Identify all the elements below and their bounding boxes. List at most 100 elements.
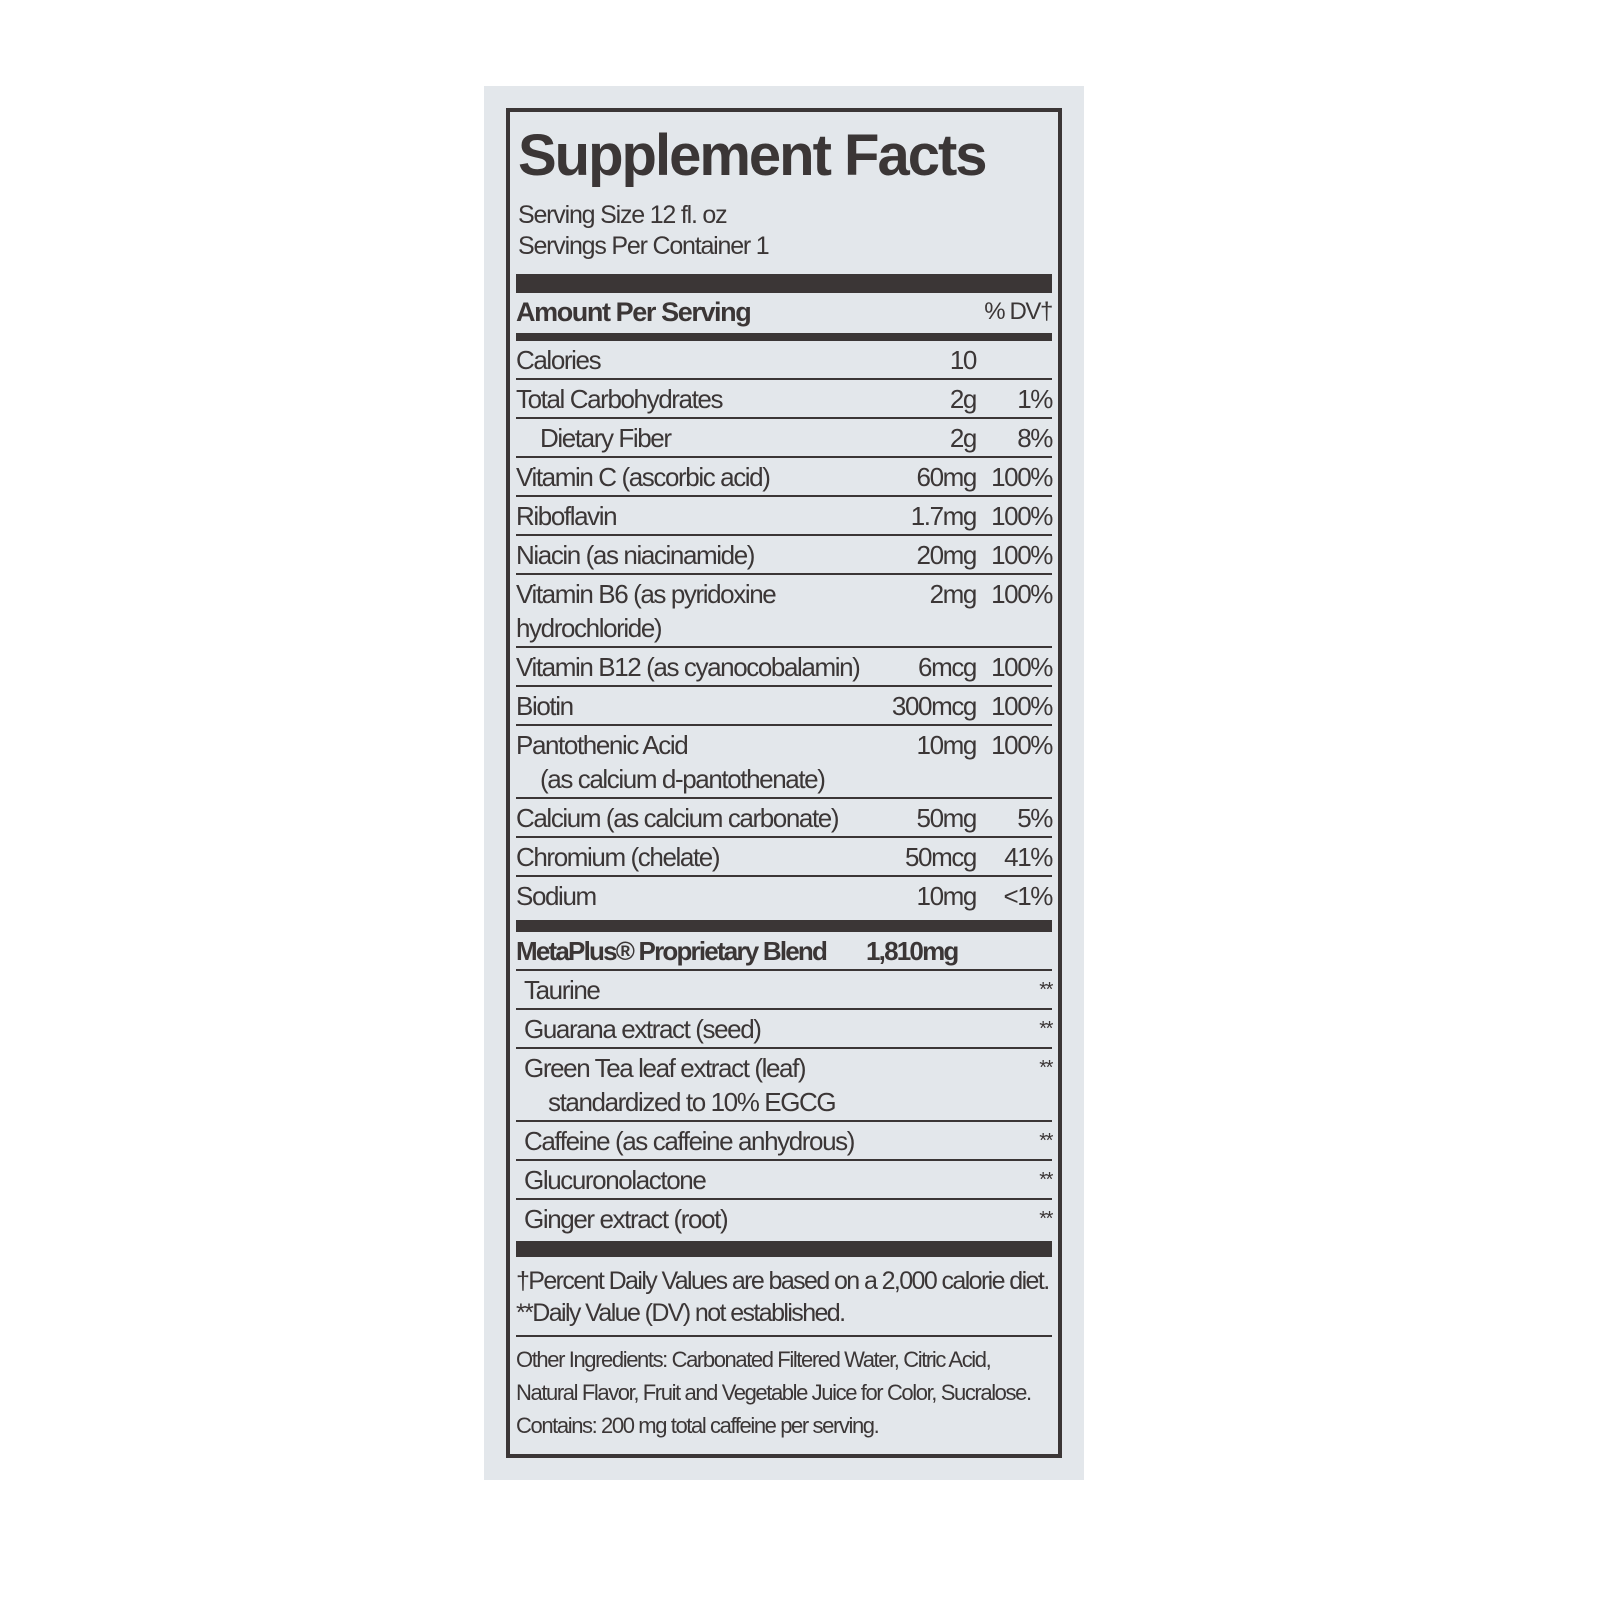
serving-size: Serving Size 12 fl. oz <box>518 201 728 229</box>
blend-item-name-text: Taurine <box>524 975 601 1005</box>
blend-item-name: Taurine <box>516 973 976 1007</box>
divider-thick <box>516 274 1052 293</box>
blend-item-name-text: Green Tea leaf extract (leaf) <box>524 1053 807 1083</box>
footnote-dv: †Percent Daily Values are based on a 2,0… <box>516 1267 1050 1295</box>
nutrient-amount: 20mg <box>916 540 978 570</box>
nutrient-name-text: Dietary Fiber <box>540 423 672 453</box>
other-ingredients-line: Natural Flavor, Fruit and Vegetable Juic… <box>516 1380 1032 1405</box>
nutrient-name: Vitamin B6 (as pyridoxine hydrochloride) <box>516 577 866 645</box>
nutrient-name: Riboflavin <box>516 499 866 533</box>
serving-info: Serving Size 12 fl. oz Servings Per Cont… <box>516 200 1052 262</box>
nutrient-row: Chromium (chelate) 50mcg 41% <box>516 838 1053 877</box>
nutrient-amount: 6mcg <box>918 652 977 682</box>
nutrient-row: Dietary Fiber 2g 8% <box>516 419 1053 458</box>
nutrient-amount: 50mcg <box>904 842 977 872</box>
nutrient-name-text: Calories <box>516 345 602 375</box>
nutrient-name: Calcium (as calcium carbonate) <box>516 801 866 835</box>
nutrient-amount: 10mg <box>916 881 978 911</box>
nutrient-row: Biotin 300mcg 100% <box>516 687 1053 726</box>
nutrient-row: Total Carbohydrates 2g 1% <box>516 380 1053 419</box>
blend-item-name: Green Tea leaf extract (leaf) standardize… <box>516 1051 976 1119</box>
nutrient-dv: 100% <box>991 501 1053 531</box>
blend-item-row: Caffeine (as caffeine anhydrous) ** <box>516 1122 1053 1161</box>
nutrient-dv: <1% <box>1003 881 1053 911</box>
nutrient-name: Pantothenic Acid (as calcium d-pantothena… <box>516 728 866 796</box>
blend-item-name: Ginger extract (root) <box>516 1202 976 1236</box>
nutrient-row: Riboflavin 1.7mg 100% <box>516 497 1053 536</box>
blend-item-dv: ** <box>1039 1169 1053 1191</box>
label-panel: Supplement Facts Serving Size 12 fl. oz … <box>484 86 1084 1480</box>
nutrient-name: Chromium (chelate) <box>516 840 866 874</box>
table-header: Amount Per Serving % DV† <box>516 293 1053 333</box>
caffeine-statement: Contains: 200 mg total caffeine per serv… <box>516 1413 880 1438</box>
nutrient-dv: 100% <box>991 691 1053 721</box>
nutrient-name-text: Niacin (as niacinamide) <box>516 540 755 570</box>
nutrient-dv: 100% <box>991 540 1053 570</box>
nutrient-dv: 100% <box>991 730 1053 760</box>
nutrient-row: Niacin (as niacinamide) 20mg 100% <box>516 536 1053 575</box>
blend-amount: 1,810mg <box>866 936 959 966</box>
blend-item-name: Caffeine (as caffeine anhydrous) <box>516 1124 976 1158</box>
nutrient-row: Vitamin B12 (as cyanocobalamin) 6mcg 100% <box>516 648 1053 687</box>
nutrient-name-text: Biotin <box>516 691 574 721</box>
blend-item-dv: ** <box>1039 1208 1053 1230</box>
blend-item-dv: ** <box>1039 979 1053 1001</box>
blend-item-name: Glucuronolactone <box>516 1163 976 1197</box>
nutrient-list: Calories 10 Total Carbohydrates 2g 1% Dietary… <box>516 341 1053 916</box>
nutrient-name-text: Chromium (chelate) <box>516 842 720 872</box>
nutrient-row: Calcium (as calcium carbonate) 50mg 5% <box>516 799 1053 838</box>
nutrient-amount: 2g <box>949 423 978 453</box>
divider-medium <box>516 333 1052 341</box>
blend-item-dv: ** <box>1039 1057 1053 1079</box>
nutrient-dv: 8% <box>1017 423 1053 453</box>
nutrient-amount: 50mg <box>916 803 978 833</box>
blend-item-row: Guarana extract (seed) ** <box>516 1010 1053 1049</box>
nutrient-name-text: Total Carbohydrates <box>516 384 723 414</box>
blend-item-row: Taurine ** <box>516 971 1053 1010</box>
nutrient-amount: 1.7mg <box>910 501 978 531</box>
blend-item-detail: standardized to 10% EGCG <box>548 1087 837 1117</box>
blend-item-dv: ** <box>1039 1130 1053 1152</box>
nutrient-name: Sodium <box>516 879 866 913</box>
blend-item-list: Taurine ** Guarana extract (seed) ** Green T… <box>516 971 1053 1239</box>
blend-item-name-text: Caffeine (as caffeine anhydrous) <box>524 1126 855 1156</box>
blend-name: MetaPlus® Proprietary Blend <box>516 936 828 966</box>
nutrient-dv: 100% <box>991 462 1053 492</box>
nutrient-name-text: Riboflavin <box>516 501 618 531</box>
nutrient-row: Vitamin B6 (as pyridoxine hydrochloride)… <box>516 575 1053 648</box>
nutrient-dv: 41% <box>1004 842 1053 872</box>
nutrient-amount: 2mg <box>929 579 978 609</box>
nutrient-name-detail: (as calcium d-pantothenate) <box>540 764 826 794</box>
nutrient-name: Total Carbohydrates <box>516 382 866 416</box>
blend-row: MetaPlus® Proprietary Blend 1,810mg <box>516 932 1052 971</box>
nutrient-name-text: Vitamin B6 (as pyridoxine hydrochloride) <box>516 579 777 643</box>
amount-per-serving-heading: Amount Per Serving <box>516 297 752 327</box>
blend-item-row: Green Tea leaf extract (leaf) standardize… <box>516 1049 1053 1122</box>
footnotes: †Percent Daily Values are based on a 2,0… <box>516 1257 1052 1337</box>
blend-item-name: Guarana extract (seed) <box>516 1012 976 1046</box>
nutrient-name-text: Vitamin C (ascorbic acid) <box>516 462 771 492</box>
footnote-not-established: **Daily Value (DV) not established. <box>516 1299 846 1327</box>
blend-item-name-text: Glucuronolactone <box>524 1165 707 1195</box>
servings-per-container: Servings Per Container 1 <box>518 232 770 260</box>
nutrient-name-text: Calcium (as calcium carbonate) <box>516 803 840 833</box>
nutrient-amount: 60mg <box>916 462 978 492</box>
nutrient-amount: 2g <box>949 384 978 414</box>
nutrient-name-text: Pantothenic Acid <box>516 730 689 760</box>
other-ingredients: Other Ingredients: Carbonated Filtered W… <box>516 1337 1052 1442</box>
blend-item-name-text: Guarana extract (seed) <box>524 1014 762 1044</box>
nutrient-dv: 100% <box>991 579 1053 609</box>
nutrient-name: Niacin (as niacinamide) <box>516 538 866 572</box>
supplement-facts-box: Supplement Facts Serving Size 12 fl. oz … <box>506 108 1062 1458</box>
blend-item-name-text: Ginger extract (root) <box>524 1204 729 1234</box>
nutrient-name: Biotin <box>516 689 866 723</box>
nutrient-name: Vitamin B12 (as cyanocobalamin) <box>516 650 866 684</box>
nutrient-name: Vitamin C (ascorbic acid) <box>516 460 866 494</box>
blend-item-row: Glucuronolactone ** <box>516 1161 1053 1200</box>
nutrient-name: Calories <box>516 343 866 377</box>
label-title: Supplement Facts <box>518 123 988 188</box>
nutrient-amount: 300mcg <box>891 691 978 721</box>
divider-thick <box>516 920 1052 932</box>
nutrient-dv: 1% <box>1017 384 1053 414</box>
other-ingredients-line: Other Ingredients: Carbonated Filtered W… <box>516 1347 992 1372</box>
